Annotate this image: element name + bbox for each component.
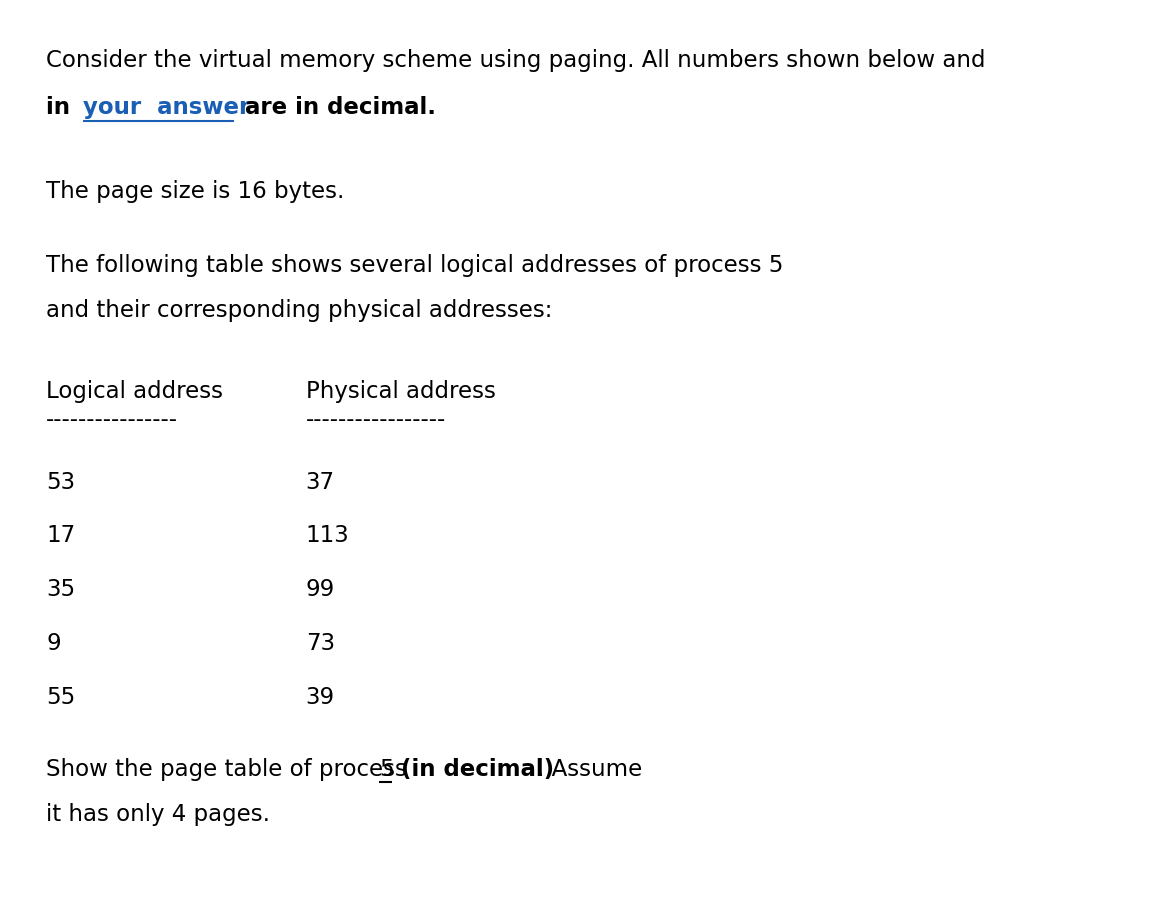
Text: -----------------: ----------------- (306, 408, 447, 431)
Text: 37: 37 (306, 471, 335, 494)
Text: Show the page table of process: Show the page table of process (46, 758, 414, 781)
Text: 17: 17 (46, 524, 75, 547)
Text: ----------------: ---------------- (46, 408, 178, 431)
Text: 9: 9 (46, 632, 61, 655)
Text: it has only 4 pages.: it has only 4 pages. (46, 803, 270, 826)
Text: 39: 39 (306, 686, 335, 709)
Text: 99: 99 (306, 578, 335, 601)
Text: (in decimal): (in decimal) (400, 758, 554, 781)
Text: 35: 35 (46, 578, 75, 601)
Text: your  answer: your answer (83, 96, 250, 120)
Text: and their corresponding physical addresses:: and their corresponding physical address… (46, 299, 553, 322)
Text: in: in (46, 96, 78, 120)
Text: 53: 53 (46, 471, 75, 494)
Text: 73: 73 (306, 632, 335, 655)
Text: Logical address: Logical address (46, 380, 223, 403)
Text: 113: 113 (306, 524, 350, 547)
Text: 55: 55 (46, 686, 75, 709)
Text: 5: 5 (379, 758, 394, 781)
Text: . Assume: . Assume (537, 758, 643, 781)
Text: are in decimal.: are in decimal. (237, 96, 435, 120)
Text: The following table shows several logical addresses of process 5: The following table shows several logica… (46, 254, 784, 277)
Text: Consider the virtual memory scheme using paging. All numbers shown below and: Consider the virtual memory scheme using… (46, 50, 986, 73)
Text: Physical address: Physical address (306, 380, 496, 403)
Text: The page size is 16 bytes.: The page size is 16 bytes. (46, 180, 345, 203)
